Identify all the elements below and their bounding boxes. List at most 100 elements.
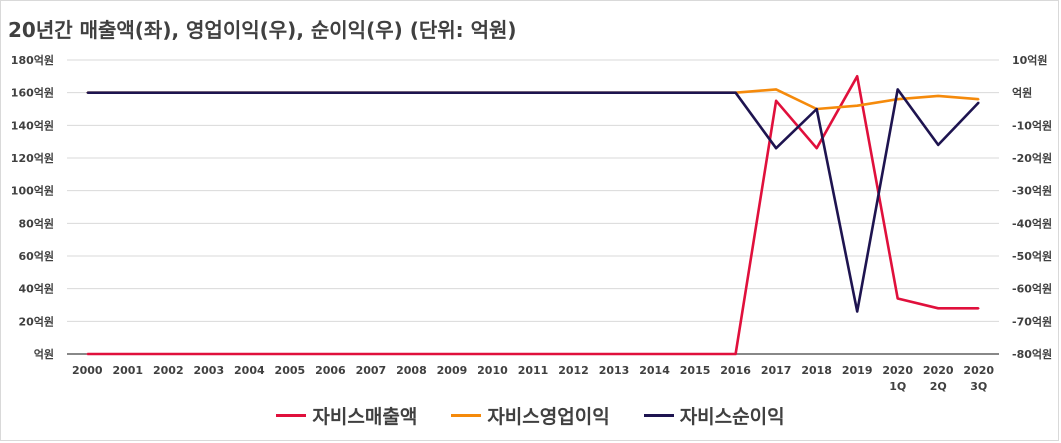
data-point — [491, 91, 494, 94]
legend-label: 자비스순이익 — [679, 406, 785, 428]
data-point — [613, 91, 615, 94]
x-tick-label: 2019 — [842, 364, 873, 377]
data-point — [775, 88, 777, 91]
left-tick-label: 140억원 — [11, 118, 54, 132]
legend-swatch — [643, 414, 674, 417]
data-point — [856, 75, 858, 78]
x-tick-label: 2020 1Q — [882, 364, 913, 393]
data-point — [208, 353, 210, 355]
data-point — [370, 353, 372, 355]
x-tick-label: 2020 2Q — [923, 364, 954, 393]
data-point — [86, 353, 89, 355]
data-point — [451, 353, 453, 355]
x-tick-label: 2003 — [194, 364, 225, 377]
data-point — [734, 91, 737, 94]
x-tick-label: 2006 — [315, 364, 346, 377]
data-point — [775, 100, 777, 102]
data-point — [613, 353, 615, 355]
left-tick-label: 60억원 — [18, 249, 54, 263]
legend-swatch — [276, 414, 307, 417]
series-line-자비스순이익 — [87, 88, 980, 313]
data-point — [653, 91, 656, 94]
legend-swatch — [451, 414, 482, 417]
data-point — [410, 91, 413, 94]
legend-item: 자비스매출액 — [276, 402, 417, 429]
data-point — [126, 91, 129, 94]
data-point — [167, 91, 170, 94]
data-point — [532, 91, 534, 94]
x-tick-label: 2018 — [801, 364, 832, 377]
x-tick-label: 2009 — [437, 364, 468, 377]
data-point — [856, 104, 858, 107]
x-tick-label: 2002 — [153, 364, 184, 377]
left-tick-label: 100억원 — [11, 184, 54, 198]
data-point — [977, 307, 980, 310]
data-point — [248, 353, 251, 355]
data-point — [289, 91, 291, 94]
left-tick-label: 20억원 — [18, 314, 54, 328]
x-tick-label: 2016 — [720, 364, 751, 377]
data-point — [248, 91, 251, 94]
legend-item: 자비스영업이익 — [451, 402, 610, 429]
x-tick-label: 2011 — [518, 364, 549, 377]
left-tick-label: 160억원 — [11, 86, 54, 100]
x-axis-ticks: 2000 2001 2002 2003 2004 2005 2006 2007 2008 2009… — [72, 364, 994, 393]
chart-legend: 자비스매출액 자비스영업이익 자비스순이익 — [0, 402, 1061, 429]
data-point — [653, 353, 656, 355]
data-point — [937, 307, 940, 310]
data-point — [451, 91, 453, 94]
x-tick-label: 2013 — [599, 364, 630, 377]
right-tick-label: 억원 — [1012, 86, 1032, 100]
left-tick-label: 180억원 — [11, 53, 54, 67]
data-point — [410, 353, 413, 355]
data-point — [937, 95, 940, 97]
data-point — [694, 353, 696, 355]
legend-item: 자비스순이익 — [643, 402, 785, 429]
data-point — [734, 353, 737, 355]
data-point — [937, 144, 940, 146]
data-point — [896, 88, 899, 91]
x-tick-label: 2005 — [275, 364, 306, 377]
right-tick-label: 10억원 — [1012, 53, 1048, 67]
x-tick-label: 2020 3Q — [963, 364, 994, 393]
data-point — [572, 353, 575, 355]
x-tick-label: 2001 — [112, 364, 143, 377]
right-tick-label: -60억원 — [1012, 282, 1052, 296]
data-point — [572, 91, 575, 94]
x-tick-label: 2008 — [396, 364, 427, 377]
data-point — [86, 91, 89, 94]
data-point — [329, 91, 332, 94]
x-tick-label: 2012 — [558, 364, 589, 377]
x-tick-label: 2010 — [477, 364, 508, 377]
right-tick-label: -10억원 — [1012, 118, 1052, 132]
chart-title: 20년간 매출액(좌), 영업이익(우), 순이익(우) (단위: 억원) — [8, 18, 517, 42]
data-point — [694, 91, 696, 94]
data-point — [815, 108, 818, 110]
legend-label: 자비스매출액 — [312, 406, 418, 428]
left-tick-label: 120억원 — [11, 151, 54, 165]
data-point — [977, 98, 980, 100]
data-point — [329, 353, 332, 355]
right-axis-ticks: -80억원 -70억원 -60억원 -50억원 -40억원 -30억원 -20억원 -10억원… — [1012, 53, 1052, 361]
right-tick-label: -70억원 — [1012, 314, 1052, 328]
right-tick-label: -40억원 — [1012, 216, 1052, 230]
x-tick-label: 2000 — [72, 364, 103, 377]
x-tick-label: 2007 — [356, 364, 387, 377]
left-axis-ticks: 억원 20억원 40억원 60억원 80억원 100억원 120억원 140억원 160억원 18… — [11, 53, 54, 361]
data-point — [289, 353, 291, 355]
left-tick-label: 억원 — [34, 347, 54, 361]
data-point — [896, 297, 899, 300]
right-tick-label: -20억원 — [1012, 151, 1052, 165]
data-point — [977, 101, 980, 104]
data-point — [126, 353, 129, 355]
data-point — [208, 91, 210, 94]
data-point — [532, 353, 534, 355]
data-point — [856, 310, 858, 313]
data-point — [491, 353, 494, 355]
legend-label: 자비스영업이익 — [487, 406, 610, 428]
series-lines — [86, 75, 980, 356]
right-tick-label: -80억원 — [1012, 347, 1052, 361]
data-point — [167, 353, 170, 355]
